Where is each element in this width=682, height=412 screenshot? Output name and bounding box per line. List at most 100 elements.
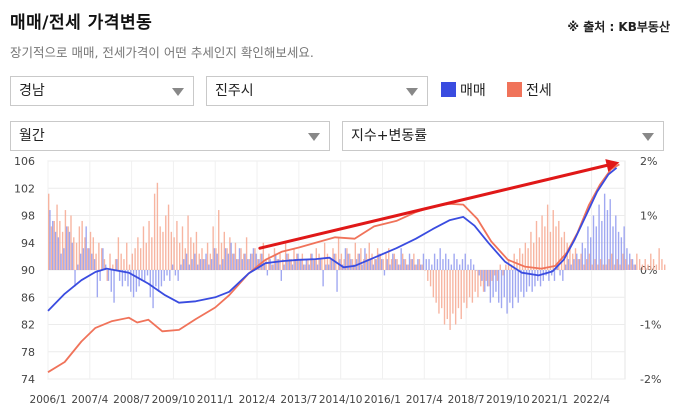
sale-change-bar — [578, 259, 581, 270]
metric-select-value: 지수+변동률 — [351, 128, 428, 144]
sale-change-bar — [383, 270, 386, 276]
jeonse-change-bar — [583, 264, 585, 270]
jeonse-change-bar — [446, 270, 448, 320]
jeonse-change-bar — [223, 231, 225, 270]
jeonse-change-bar — [296, 253, 298, 270]
jeonse-change-bar — [468, 270, 471, 298]
sale-change-bar — [461, 259, 464, 270]
legend-item-sale[interactable]: 매매 — [441, 80, 486, 102]
jeonse-change-bar — [212, 226, 214, 270]
sale-change-bar — [110, 270, 112, 292]
sale-change-bar — [523, 270, 525, 298]
sale-change-bar — [236, 259, 238, 270]
sale-change-bar — [442, 259, 444, 270]
jeonse-change-bar — [176, 220, 178, 270]
chevron-down-icon — [308, 133, 320, 141]
sale-change-bar — [116, 259, 118, 270]
jeonse-change-bar — [243, 253, 245, 270]
jeonse-change-bar — [418, 259, 421, 270]
sale-change-bar — [219, 264, 221, 270]
jeonse-change-bar — [84, 237, 86, 270]
sale-change-bar — [191, 259, 193, 270]
sale-change-bar — [280, 270, 282, 281]
jeonse-change-bar — [270, 264, 273, 270]
sale-change-bar — [174, 270, 177, 276]
sale-change-bar — [542, 270, 545, 281]
jeonse-change-bar — [131, 253, 134, 270]
metric-select[interactable]: 지수+변동률 — [342, 121, 664, 151]
jeonse-change-bar — [245, 237, 248, 270]
sale-change-bar — [300, 259, 302, 270]
jeonse-change-bar — [268, 253, 270, 270]
jeonse-change-bar — [145, 242, 147, 270]
city-select[interactable]: 진주시 — [206, 76, 428, 106]
y-left-tick-label: 106 — [14, 155, 35, 168]
sale-change-bar — [358, 253, 361, 270]
jeonse-change-bar — [580, 253, 582, 270]
jeonse-change-bar — [385, 253, 387, 270]
jeonse-change-bar — [179, 242, 181, 270]
jeonse-change-bar — [304, 264, 306, 270]
jeonse-change-bar — [103, 259, 106, 270]
region-select[interactable]: 경남 — [10, 76, 194, 106]
jeonse-change-bar — [234, 242, 237, 270]
sale-change-bar — [294, 259, 296, 270]
jeonse-change-bar — [153, 193, 156, 270]
sale-change-bar — [623, 226, 625, 270]
jeonse-change-bar — [312, 259, 315, 270]
jeonse-change-bar — [485, 270, 488, 281]
jeonse-change-bar — [114, 259, 117, 270]
jeonse-change-bar — [337, 237, 340, 270]
jeonse-change-bar — [421, 264, 423, 270]
jeonse-change-bar — [349, 253, 351, 270]
jeonse-change-bar — [184, 248, 186, 270]
jeonse-change-bar — [396, 259, 398, 270]
jeonse-change-bar — [321, 259, 323, 270]
sale-change-bar — [567, 259, 570, 270]
sale-change-bar — [183, 259, 185, 270]
jeonse-change-bar — [137, 237, 139, 270]
jeonse-change-bar — [248, 259, 251, 270]
sale-change-bar — [350, 259, 352, 270]
jeonse-change-bar — [493, 270, 496, 276]
jeonse-change-bar — [471, 270, 474, 303]
sale-change-bar — [592, 215, 595, 270]
sale-change-bar — [213, 248, 216, 270]
jeonse-change-bar — [307, 259, 309, 270]
sale-change-bar — [447, 259, 450, 270]
period-select[interactable]: 월간 — [10, 121, 330, 151]
page-title: 매매/전세 가격변동 — [10, 13, 153, 33]
jeonse-change-bar — [594, 259, 596, 270]
jeonse-change-bar — [151, 237, 153, 270]
sale-change-bar — [171, 264, 174, 270]
sale-change-bar — [595, 226, 597, 270]
jeonse-change-bar — [251, 253, 253, 270]
jeonse-change-bar — [259, 253, 262, 270]
jeonse-change-bar — [81, 220, 83, 270]
jeonse-change-bar — [647, 264, 649, 270]
sale-change-bar — [216, 253, 218, 270]
jeonse-change-bar — [265, 259, 267, 270]
sale-change-bar — [601, 220, 603, 270]
sale-change-bar — [584, 248, 586, 270]
legend-item-jeonse[interactable]: 전세 — [507, 80, 552, 102]
sale-change-bar — [481, 270, 483, 281]
sale-change-bar — [570, 264, 572, 270]
jeonse-change-bar — [652, 259, 655, 270]
jeonse-change-bar — [527, 248, 529, 270]
sale-change-bar — [157, 270, 160, 292]
sale-change-bar — [553, 270, 556, 281]
jeonse-change-bar — [87, 248, 89, 270]
jeonse-change-bar — [64, 210, 67, 270]
jeonse-change-bar — [424, 270, 426, 271]
jeonse-change-bar — [552, 210, 554, 270]
jeonse-change-bar — [357, 253, 359, 270]
jeonse-change-bar — [563, 231, 566, 270]
sale-change-bar — [227, 253, 230, 270]
sale-change-bar — [305, 259, 308, 270]
sale-change-bar — [609, 199, 611, 270]
sale-change-bar — [400, 248, 402, 270]
jeonse-change-bar — [463, 270, 465, 303]
y-left-tick-label: 74 — [21, 373, 35, 386]
jeonse-change-bar — [588, 253, 591, 270]
